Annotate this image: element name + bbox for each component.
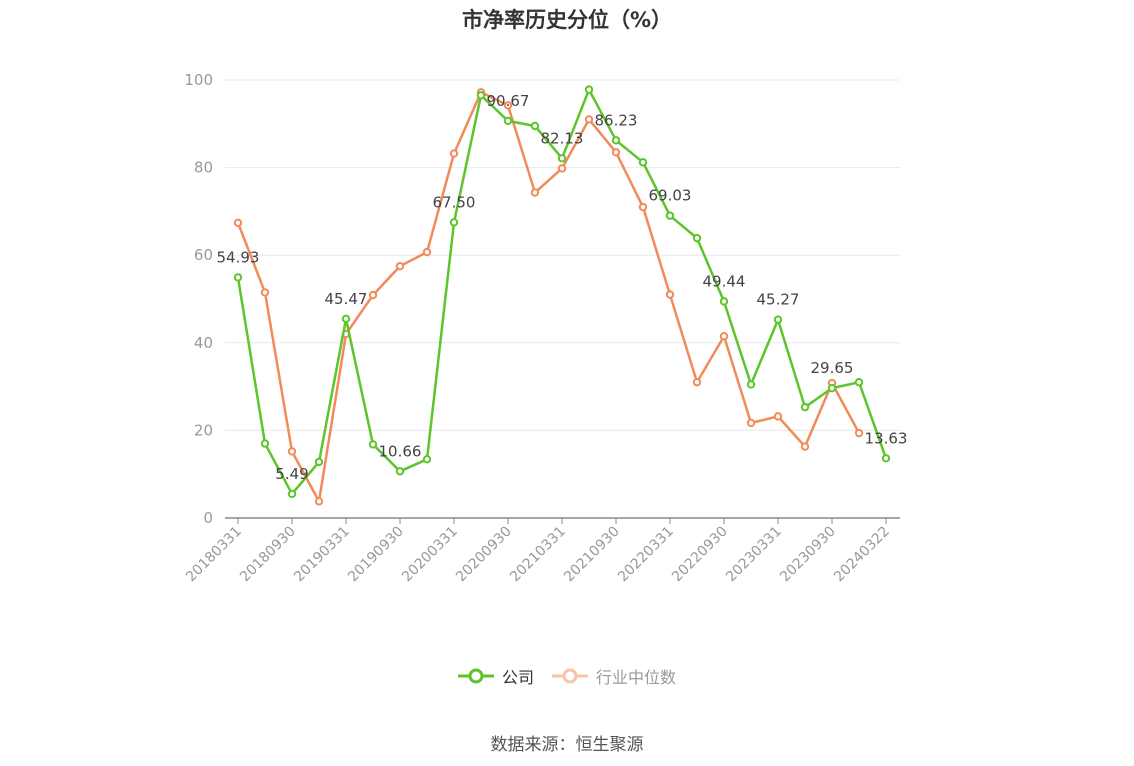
- x-tick-label: 20200331: [399, 524, 461, 586]
- y-tick-label: 0: [203, 509, 213, 527]
- company-data-label: 49.44: [703, 272, 746, 290]
- company-point: [611, 136, 621, 145]
- industry-point: [746, 418, 756, 428]
- company-data-label: 45.27: [757, 291, 800, 309]
- company-data-label: 86.23: [595, 111, 638, 129]
- x-tick-label: 20190930: [345, 524, 407, 586]
- legend-item-industry[interactable]: 行业中位数: [552, 664, 676, 688]
- x-tick-label: 20200930: [453, 524, 515, 586]
- company-point: [341, 314, 351, 324]
- y-tick-label: 40: [194, 334, 213, 352]
- company-point: [773, 315, 783, 324]
- company-point: [422, 455, 432, 464]
- industry-point: [368, 290, 378, 300]
- company-point: [800, 402, 810, 412]
- company-point: [719, 297, 729, 306]
- company-point: [530, 121, 540, 131]
- company-point: [368, 440, 378, 449]
- industry-point: [584, 115, 594, 124]
- industry-point: [530, 188, 540, 197]
- industry-point: [719, 332, 729, 341]
- industry-point: [638, 202, 648, 212]
- data-source: 数据来源：恒生聚源: [490, 735, 644, 755]
- company-point: [827, 383, 837, 393]
- company-data-label: 29.65: [811, 359, 854, 377]
- legend-company-label: 公司: [501, 668, 534, 687]
- company-point: [287, 489, 297, 499]
- industry-point: [800, 442, 810, 451]
- company-point: [314, 457, 324, 467]
- legend-industry-label: 行业中位数: [596, 668, 677, 687]
- company-point: [233, 273, 243, 282]
- company-data-label: 90.67: [487, 92, 530, 110]
- industry-point: [692, 378, 702, 387]
- x-tick-label: 20230930: [777, 524, 839, 586]
- legend-industry-marker-icon: [552, 668, 588, 684]
- x-tick-label: 20240322: [831, 524, 893, 586]
- industry-point: [449, 149, 459, 158]
- company-point: [665, 211, 675, 220]
- x-tick-label: 20210930: [561, 524, 623, 586]
- y-tick-label: 20: [194, 421, 213, 439]
- x-tick-label: 20220331: [615, 524, 677, 586]
- company-data-label: 67.50: [433, 193, 476, 211]
- industry-point: [557, 164, 567, 173]
- company-point: [476, 91, 486, 100]
- x-tick-label: 20230331: [723, 524, 785, 586]
- company-point: [854, 378, 864, 387]
- industry-point: [422, 247, 432, 257]
- company-point: [503, 116, 513, 126]
- company-data-label: 54.93: [217, 248, 260, 266]
- industry-point: [773, 412, 783, 421]
- company-data-label: 69.03: [649, 187, 692, 205]
- x-tick-label: 20180930: [237, 524, 299, 586]
- company-point: [449, 218, 459, 227]
- company-data-label: 5.49: [275, 465, 308, 483]
- x-tick-label: 20190331: [291, 524, 353, 586]
- legend: 公司 行业中位数: [0, 664, 1134, 688]
- company-point: [584, 85, 594, 94]
- x-tick-label: 20220930: [669, 524, 731, 586]
- company-point: [557, 154, 567, 163]
- chart-title: 市净率历史分位（%）: [461, 8, 673, 32]
- industry-point: [314, 497, 324, 506]
- x-tick-label: 20180331: [183, 524, 245, 586]
- company-point: [395, 467, 405, 476]
- company-point: [746, 380, 756, 389]
- company-point: [638, 158, 648, 167]
- industry-point: [287, 447, 297, 456]
- industry-point: [260, 288, 270, 297]
- company-data-label: 82.13: [541, 129, 584, 147]
- x-tick-label: 20210331: [507, 524, 569, 586]
- company-data-label: 10.66: [379, 442, 422, 460]
- y-tick-label: 100: [184, 71, 213, 89]
- legend-company-marker-icon: [457, 668, 494, 684]
- y-tick-label: 80: [194, 159, 213, 177]
- industry-point: [665, 290, 675, 299]
- industry-point: [233, 218, 243, 227]
- y-tick-label: 60: [194, 246, 213, 264]
- industry-point: [395, 261, 405, 271]
- industry-series-line: [236, 91, 861, 503]
- company-point: [260, 439, 270, 448]
- industry-point: [854, 428, 864, 438]
- industry-point: [611, 148, 621, 157]
- legend-item-company[interactable]: 公司: [457, 664, 534, 688]
- company-point: [692, 233, 702, 243]
- industry-point: [503, 101, 513, 110]
- company-data-label: 13.63: [865, 429, 908, 447]
- company-point: [881, 454, 891, 463]
- company-data-label: 45.47: [325, 290, 368, 308]
